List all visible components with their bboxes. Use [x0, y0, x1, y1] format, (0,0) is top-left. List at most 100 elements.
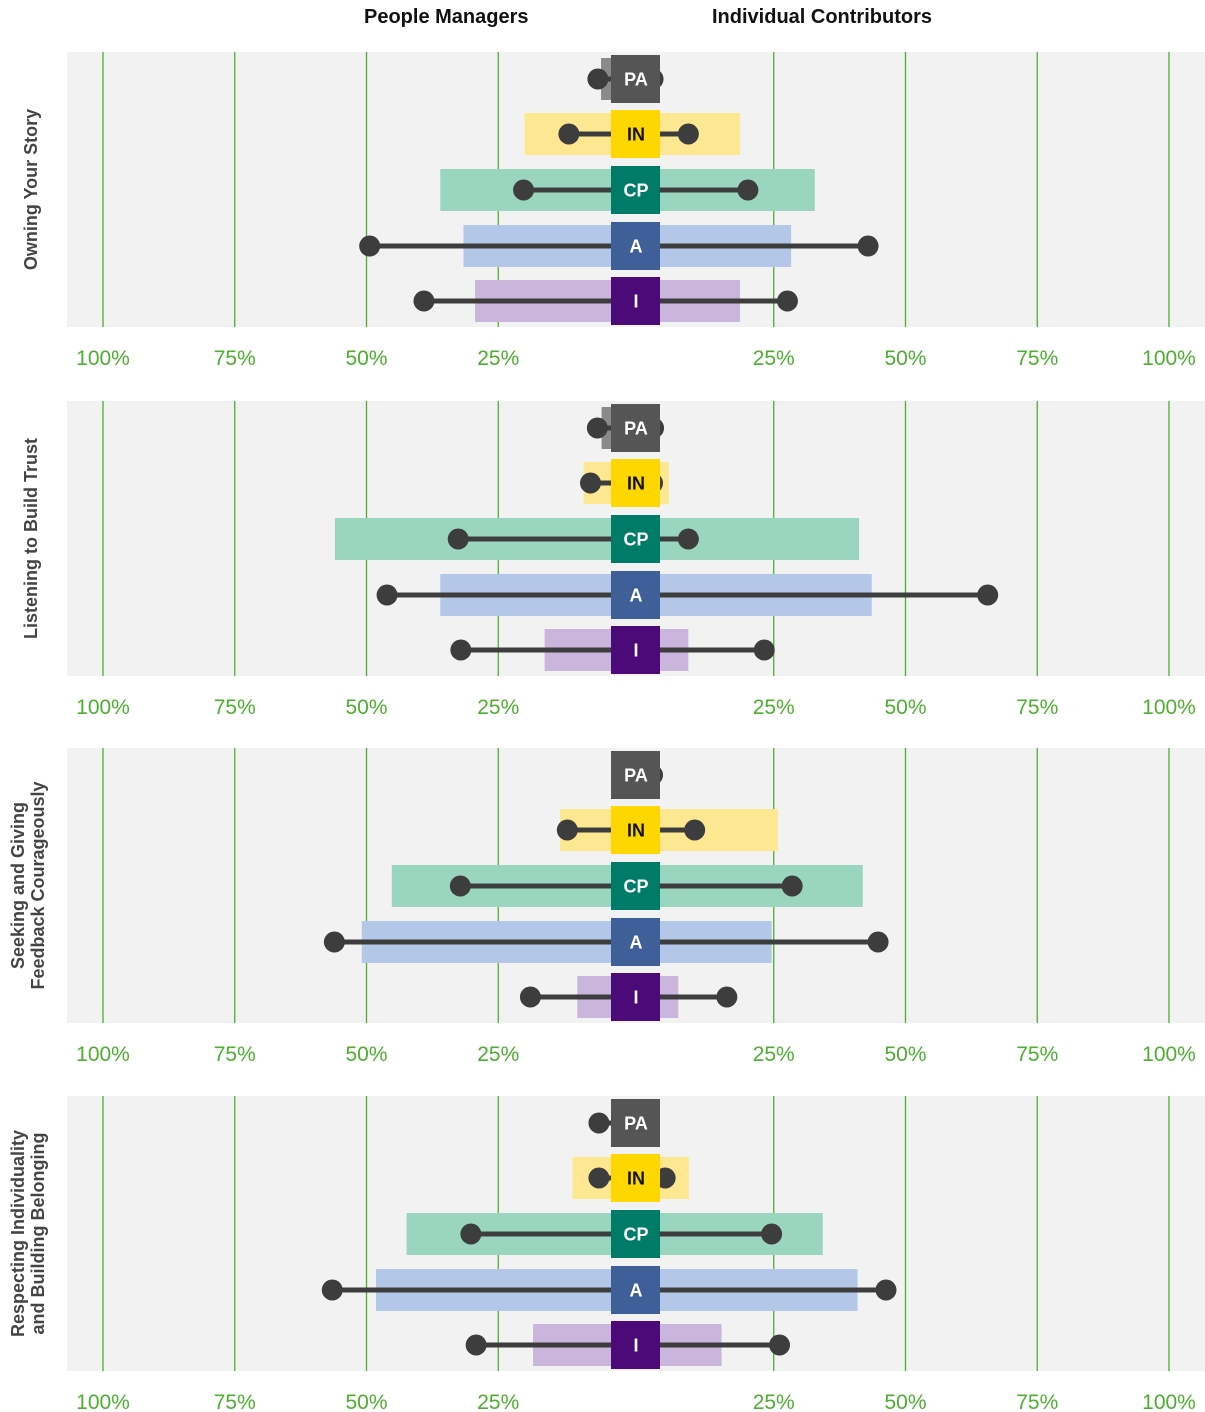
dot-people-managers [588, 1167, 610, 1189]
dot-people-managers [449, 875, 471, 897]
level-label: IN [627, 125, 645, 145]
level-label: CP [623, 181, 648, 201]
panel-title: Respecting Individuality [8, 1130, 28, 1337]
tick-label: 50% [884, 347, 926, 370]
tick-label: 50% [345, 1043, 387, 1066]
level-box [611, 166, 660, 214]
tick-label: 75% [1016, 1043, 1058, 1066]
dot-people-managers [359, 235, 381, 257]
dot-people-managers [513, 179, 535, 201]
dot-individual-contributors [737, 179, 759, 201]
dot-people-managers [556, 819, 578, 841]
dot-people-managers [588, 1112, 610, 1134]
tick-label: 50% [884, 1391, 926, 1412]
dot-individual-contributors [875, 1279, 897, 1301]
level-box [611, 404, 660, 452]
tick-label: 75% [1016, 347, 1058, 370]
tick-label: 25% [477, 347, 519, 370]
dot-individual-contributors [677, 528, 699, 550]
level-label: PA [624, 419, 648, 439]
level-box [611, 55, 660, 103]
tick-label: 100% [1142, 696, 1196, 719]
level-box [611, 918, 660, 966]
dot-individual-contributors [857, 235, 879, 257]
level-box [611, 110, 660, 158]
tick-label: 100% [76, 1043, 130, 1066]
level-box [611, 277, 660, 325]
dot-people-managers [460, 1223, 482, 1245]
dot-individual-contributors [776, 290, 798, 312]
level-label: A [630, 933, 643, 953]
level-box [611, 515, 660, 563]
tick-label: 100% [1142, 347, 1196, 370]
level-box [611, 1321, 660, 1369]
tick-label: 25% [753, 1391, 795, 1412]
tick-label: 75% [1016, 1391, 1058, 1412]
level-label: CP [623, 1225, 648, 1245]
tick-label: 75% [214, 347, 256, 370]
level-label: A [630, 1281, 643, 1301]
level-label: I [633, 641, 638, 661]
tick-label: 75% [214, 1043, 256, 1066]
panel-title: Feedback Courageously [28, 781, 48, 989]
level-box [611, 571, 660, 619]
dot-people-managers [465, 1334, 487, 1356]
level-label: IN [627, 821, 645, 841]
level-label: IN [627, 474, 645, 494]
tick-label: 50% [345, 1391, 387, 1412]
level-label: PA [624, 1114, 648, 1134]
level-box [611, 1154, 660, 1202]
tick-label: 25% [753, 1043, 795, 1066]
header-people-managers: People Managers [364, 6, 529, 28]
dot-people-managers [447, 528, 469, 550]
dot-individual-contributors [977, 584, 999, 606]
level-box [611, 862, 660, 910]
tick-label: 100% [76, 1391, 130, 1412]
dot-people-managers [376, 584, 398, 606]
level-label: I [633, 988, 638, 1008]
dot-people-managers [450, 639, 472, 661]
dot-people-managers [558, 123, 580, 145]
panel-title: and Building Belonging [28, 1133, 48, 1335]
dot-individual-contributors [781, 875, 803, 897]
level-box [611, 459, 660, 507]
tick-label: 100% [76, 696, 130, 719]
dot-individual-contributors [753, 639, 775, 661]
dot-people-managers [579, 472, 601, 494]
level-label: PA [624, 766, 648, 786]
level-label: CP [623, 530, 648, 550]
level-label: I [633, 1336, 638, 1356]
tick-label: 25% [477, 1043, 519, 1066]
dot-individual-contributors [761, 1223, 783, 1245]
tick-label: 25% [477, 696, 519, 719]
dot-people-managers [586, 417, 608, 439]
header-individual-contributors: Individual Contributors [712, 6, 932, 28]
tick-label: 100% [76, 347, 130, 370]
level-label: A [630, 586, 643, 606]
dot-individual-contributors [769, 1334, 791, 1356]
level-box [611, 1266, 660, 1314]
dot-people-managers [519, 986, 541, 1008]
tick-label: 75% [214, 696, 256, 719]
tick-label: 75% [1016, 696, 1058, 719]
level-box [611, 626, 660, 674]
dot-individual-contributors [867, 931, 889, 953]
dot-individual-contributors [684, 819, 706, 841]
tick-label: 25% [753, 696, 795, 719]
panel-title: Owning Your Story [21, 109, 41, 270]
tick-label: 50% [884, 1043, 926, 1066]
panel-title: Seeking and Giving [8, 802, 28, 969]
dot-people-managers [323, 931, 345, 953]
tick-label: 25% [753, 347, 795, 370]
tick-label: 50% [345, 696, 387, 719]
level-box [611, 222, 660, 270]
tick-label: 25% [477, 1391, 519, 1412]
level-box [611, 1210, 660, 1258]
tick-label: 75% [214, 1391, 256, 1412]
level-label: CP [623, 877, 648, 897]
level-label: IN [627, 1169, 645, 1189]
level-box [611, 806, 660, 854]
level-label: A [630, 237, 643, 257]
